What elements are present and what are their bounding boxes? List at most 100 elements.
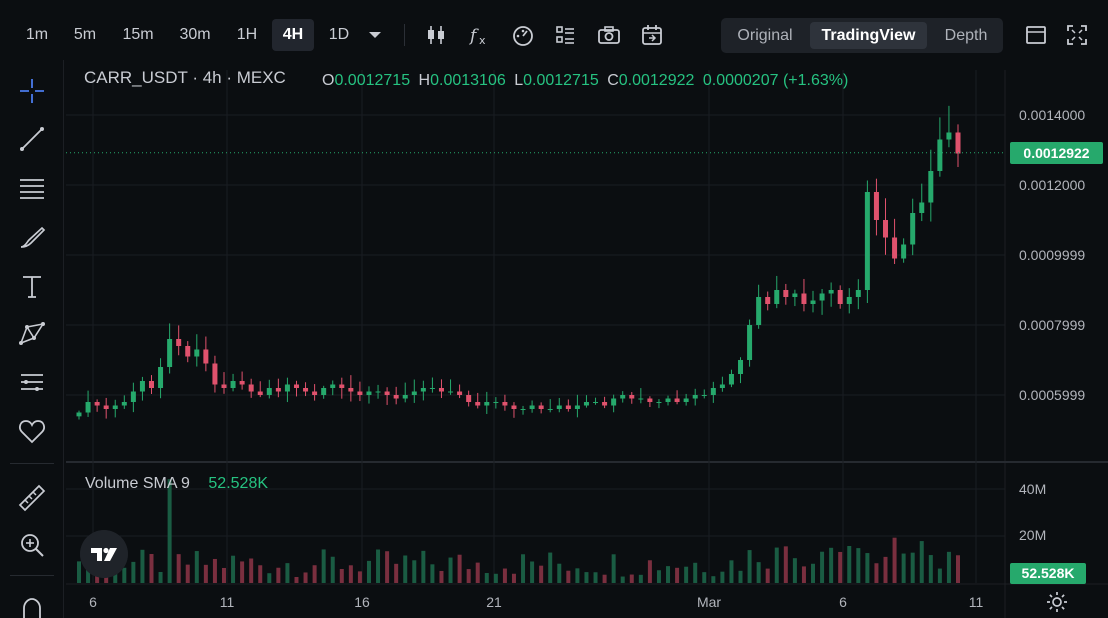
chevron-down-icon[interactable] — [362, 22, 388, 48]
date-axis-label: 6 — [89, 594, 97, 610]
volume-indicator-name: Volume SMA 9 — [85, 475, 190, 492]
volume-bar — [548, 552, 553, 583]
candle-body — [738, 360, 744, 374]
volume-bar — [774, 547, 779, 583]
candle-body — [121, 402, 127, 406]
heart-icon[interactable] — [17, 416, 47, 446]
candle-body — [692, 395, 698, 399]
volume-value-tag: 52.528K — [1010, 563, 1086, 584]
calendar-icon[interactable] — [639, 22, 665, 48]
candle-body — [792, 293, 798, 297]
candle-body — [629, 395, 635, 399]
template-icon[interactable] — [553, 22, 579, 48]
volume-bar — [77, 561, 81, 583]
candle-body — [919, 202, 925, 213]
volume-bar — [629, 574, 634, 583]
volume-bar — [357, 571, 362, 583]
horizontal-lines-icon[interactable] — [17, 173, 47, 203]
gauge-icon[interactable] — [510, 22, 536, 48]
volume-bar — [647, 560, 652, 583]
candle-body — [511, 405, 517, 409]
ruler-icon[interactable] — [17, 483, 47, 513]
date-axis-label: 6 — [839, 594, 847, 610]
candle-body — [103, 405, 109, 409]
candle-body — [620, 395, 626, 399]
candle-body — [420, 388, 426, 392]
candle-body — [828, 290, 834, 294]
candle-body — [683, 398, 689, 402]
volume-bar — [747, 550, 752, 583]
volume-bar — [448, 557, 453, 583]
candle-body — [520, 409, 526, 410]
timeframe-1d[interactable]: 1D — [328, 26, 350, 43]
volume-bar — [122, 567, 127, 583]
volume-bar — [185, 564, 190, 583]
layout-icon[interactable] — [1023, 22, 1049, 48]
candle-body — [883, 220, 889, 238]
timeframe-1m[interactable]: 1m — [25, 26, 49, 43]
candle-body — [719, 384, 725, 388]
candle-body — [611, 398, 617, 406]
pattern-icon[interactable] — [17, 319, 47, 349]
view-depth-button[interactable]: Depth — [944, 27, 988, 44]
volume-bar — [693, 562, 698, 583]
candle-body — [357, 391, 363, 395]
timeframe-30m[interactable]: 30m — [179, 26, 211, 43]
candle-body — [484, 402, 490, 406]
candle-body — [647, 398, 653, 402]
zoom-icon[interactable] — [17, 530, 47, 560]
volume-bar — [901, 553, 906, 583]
tradingview-logo-icon[interactable] — [80, 530, 128, 578]
candle-body — [375, 391, 381, 393]
candle-body — [148, 381, 154, 388]
volume-bar — [176, 554, 181, 583]
candlestick-icon[interactable] — [423, 22, 449, 48]
timeframe-1h[interactable]: 1H — [236, 26, 258, 43]
camera-icon[interactable] — [596, 22, 622, 48]
candle-body — [466, 395, 472, 402]
crosshair-icon[interactable] — [17, 76, 47, 106]
volume-bar — [231, 555, 236, 583]
volume-bar — [457, 554, 462, 583]
magnet-icon[interactable] — [17, 594, 47, 618]
low-value: 0.0012715 — [523, 72, 599, 89]
candle-body — [457, 391, 463, 395]
candle-body — [330, 384, 336, 388]
view-tradingview-button[interactable]: TradingView — [810, 22, 927, 49]
volume-bar — [421, 550, 426, 583]
candle-body — [638, 398, 644, 400]
volume-bar — [829, 547, 834, 583]
trend-line-icon[interactable] — [17, 124, 47, 154]
fib-icon[interactable] — [17, 368, 47, 398]
volume-bar — [566, 570, 571, 583]
candle-body — [665, 398, 671, 402]
candle-body — [946, 132, 952, 140]
volume-bar — [258, 565, 263, 583]
timeframe-5m[interactable]: 5m — [73, 26, 97, 43]
brush-icon[interactable] — [17, 222, 47, 252]
volume-axis-label: 20M — [1019, 527, 1047, 543]
volume-bar — [684, 566, 689, 583]
view-original-button[interactable]: Original — [737, 27, 793, 44]
text-icon[interactable] — [17, 271, 47, 301]
open-value: 0.0012715 — [334, 72, 411, 89]
volume-bar — [856, 548, 861, 583]
volume-bar — [240, 561, 245, 583]
change-value: 0.0000207 (+1.63%) — [702, 72, 849, 89]
volume-bar — [530, 561, 535, 583]
high-value: 0.0013106 — [430, 72, 506, 89]
timeframe-4h[interactable]: 4H — [272, 19, 314, 51]
svg-text:x: x — [479, 34, 486, 47]
timeframe-15m[interactable]: 15m — [122, 26, 154, 43]
candle-body — [475, 402, 481, 406]
candle-body — [429, 388, 435, 389]
candle-body — [892, 237, 898, 259]
volume-bar — [276, 567, 281, 583]
volume-bar — [158, 571, 163, 583]
volume-bar — [811, 563, 816, 583]
fullscreen-icon[interactable] — [1064, 22, 1090, 48]
settings-gear-icon[interactable] — [1045, 590, 1069, 614]
volume-bar — [620, 576, 625, 583]
